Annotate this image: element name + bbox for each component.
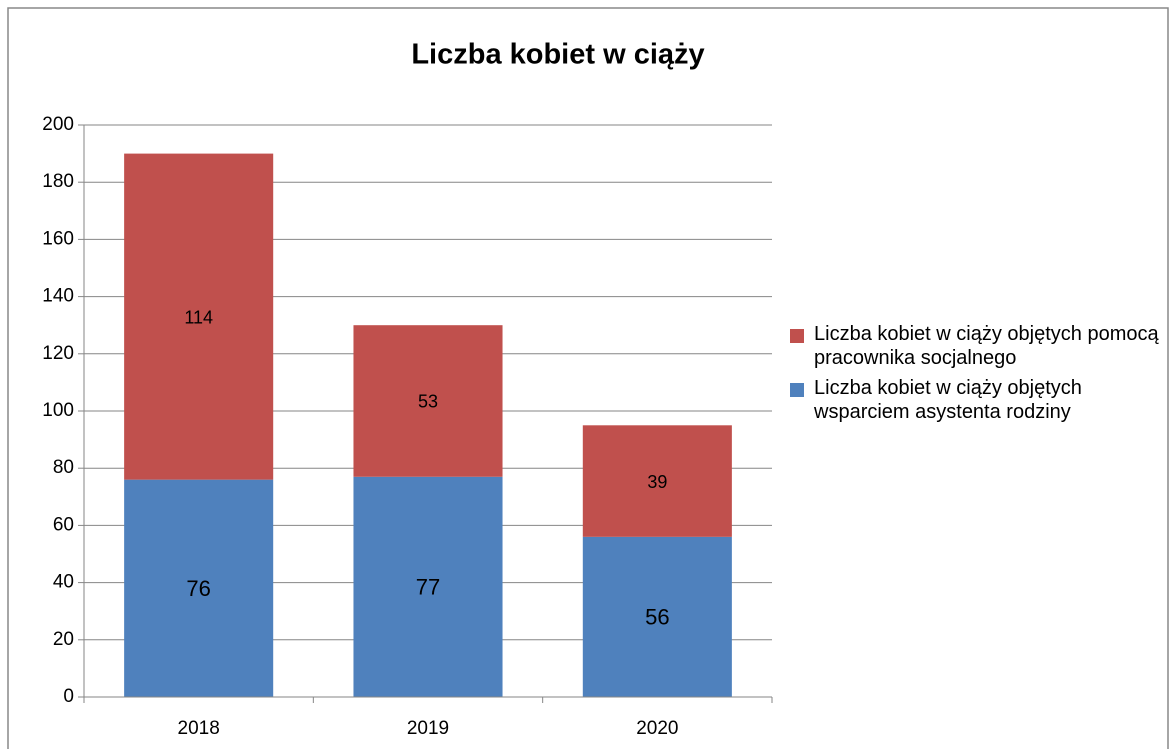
y-tick-label: 40: [53, 572, 74, 593]
legend-label: Liczba kobiet w ciąży objętych pomocą pr…: [814, 323, 1159, 369]
data-label: 39: [647, 472, 667, 492]
legend: Liczba kobiet w ciąży objętych pomocą pr…: [790, 322, 1165, 430]
y-tick-label: 200: [42, 114, 74, 135]
y-tick-label: 80: [53, 457, 74, 478]
data-label: 56: [645, 605, 669, 630]
bar-segment: [353, 476, 503, 697]
y-tick-label: 120: [42, 343, 74, 364]
bar-segment: [582, 425, 732, 537]
y-tick-label: 160: [42, 228, 74, 249]
x-tick-label: 2019: [407, 718, 449, 739]
y-tick-label: 140: [42, 286, 74, 307]
legend-label: Liczba kobiet w ciąży objętych wsparciem…: [814, 377, 1082, 423]
chart-border: [7, 7, 1169, 749]
legend-entry: Liczba kobiet w ciąży objętych wsparciem…: [790, 376, 1165, 424]
data-label: 77: [416, 575, 440, 600]
data-label: 114: [184, 307, 213, 327]
y-tick-label: 0: [63, 686, 74, 707]
y-tick-label: 100: [42, 400, 74, 421]
bar-segment: [124, 479, 274, 697]
data-label: 76: [186, 576, 210, 601]
x-tick-label: 2018: [178, 718, 220, 739]
legend-swatch: [790, 329, 804, 343]
y-tick-label: 180: [42, 171, 74, 192]
bar-segment: [582, 536, 732, 697]
x-tick-label: 2020: [636, 718, 678, 739]
legend-swatch: [790, 383, 804, 397]
data-label: 53: [418, 392, 438, 412]
legend-entry: Liczba kobiet w ciąży objętych pomocą pr…: [790, 322, 1165, 370]
bar-segment: [353, 325, 503, 477]
chart-title: Liczba kobiet w ciąży: [411, 39, 704, 71]
y-tick-label: 20: [53, 629, 74, 650]
y-tick-label: 60: [53, 514, 74, 535]
bar-segment: [124, 153, 274, 480]
